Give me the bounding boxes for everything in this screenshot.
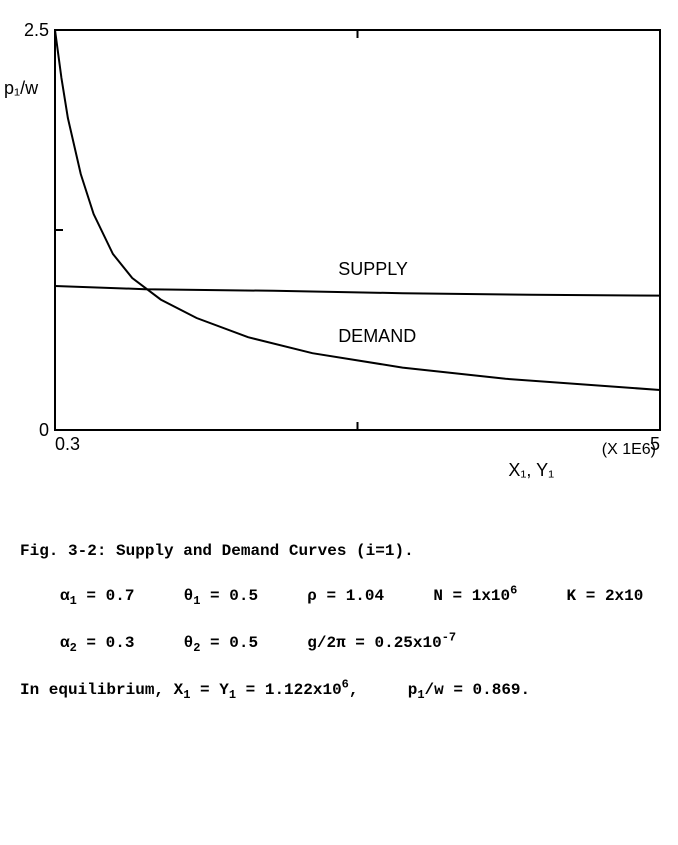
equilibrium-row: In equilibrium, X1 = Y1 = 1.122x106, p1/…: [20, 677, 670, 704]
theta2-val: = 0.5: [200, 634, 258, 652]
svg-text:0.3: 0.3: [55, 434, 80, 454]
eq-exp: 6: [342, 678, 349, 692]
eq-mid1: = Y: [190, 681, 228, 699]
param-row-2: α2 = 0.3 θ2 = 0.5 g/2π = 0.25x10-7: [20, 630, 670, 657]
N-prefix: N = 1x10: [433, 587, 510, 605]
eq-sub2: 1: [229, 689, 236, 703]
g-exp: -7: [442, 631, 456, 645]
figure-caption: Fig. 3-2: Supply and Demand Curves (i=1)…: [20, 540, 670, 562]
svg-text:p₁/w: p₁/w: [4, 78, 39, 98]
N-exp: 6: [510, 583, 517, 597]
caption-block: Fig. 3-2: Supply and Demand Curves (i=1)…: [20, 540, 670, 724]
alpha2-sym: α: [60, 634, 70, 652]
alpha2-val: = 0.3: [77, 634, 135, 652]
eq-p-rest: /w = 0.869.: [425, 681, 531, 699]
figure-prefix: Fig. 3-2:: [20, 542, 116, 560]
theta1-sym: θ: [184, 587, 194, 605]
eq-p-prefix: p: [408, 681, 418, 699]
svg-text:0: 0: [39, 420, 49, 440]
alpha1-sym: α: [60, 587, 70, 605]
svg-text:2.5: 2.5: [24, 20, 49, 40]
series-label-supply: SUPPLY: [338, 259, 408, 279]
rho-val: ρ = 1.04: [307, 587, 384, 605]
svg-text:X₁, Y₁: X₁, Y₁: [508, 460, 554, 480]
svg-text:(X 1E6): (X 1E6): [602, 441, 656, 458]
g-prefix: g/2π = 0.25x10: [307, 634, 441, 652]
K-prefix: K = 2x10: [567, 587, 644, 605]
alpha1-sub: 1: [70, 594, 77, 608]
eq-p-sub: 1: [417, 689, 424, 703]
param-row-1: α1 = 0.7 θ1 = 0.5 ρ = 1.04 N = 1x106 K =…: [20, 582, 670, 609]
figure-title: Supply and Demand Curves (i=1).: [116, 542, 414, 560]
theta2-sym: θ: [184, 634, 194, 652]
page-root: 02.50.35p₁/wX₁, Y₁(X 1E6)SUPPLYDEMAND Fi…: [0, 0, 678, 845]
alpha2-sub: 2: [70, 641, 77, 655]
eq-mid2: = 1.122x10: [236, 681, 342, 699]
theta1-val: = 0.5: [200, 587, 258, 605]
chart-container: 02.50.35p₁/wX₁, Y₁(X 1E6)SUPPLYDEMAND: [0, 20, 678, 490]
alpha1-val: = 0.7: [77, 587, 135, 605]
eq-prefix: In equilibrium, X: [20, 681, 183, 699]
supply-demand-chart: 02.50.35p₁/wX₁, Y₁(X 1E6)SUPPLYDEMAND: [0, 20, 678, 490]
eq-comma: ,: [349, 681, 359, 699]
series-label-demand: DEMAND: [338, 326, 416, 346]
